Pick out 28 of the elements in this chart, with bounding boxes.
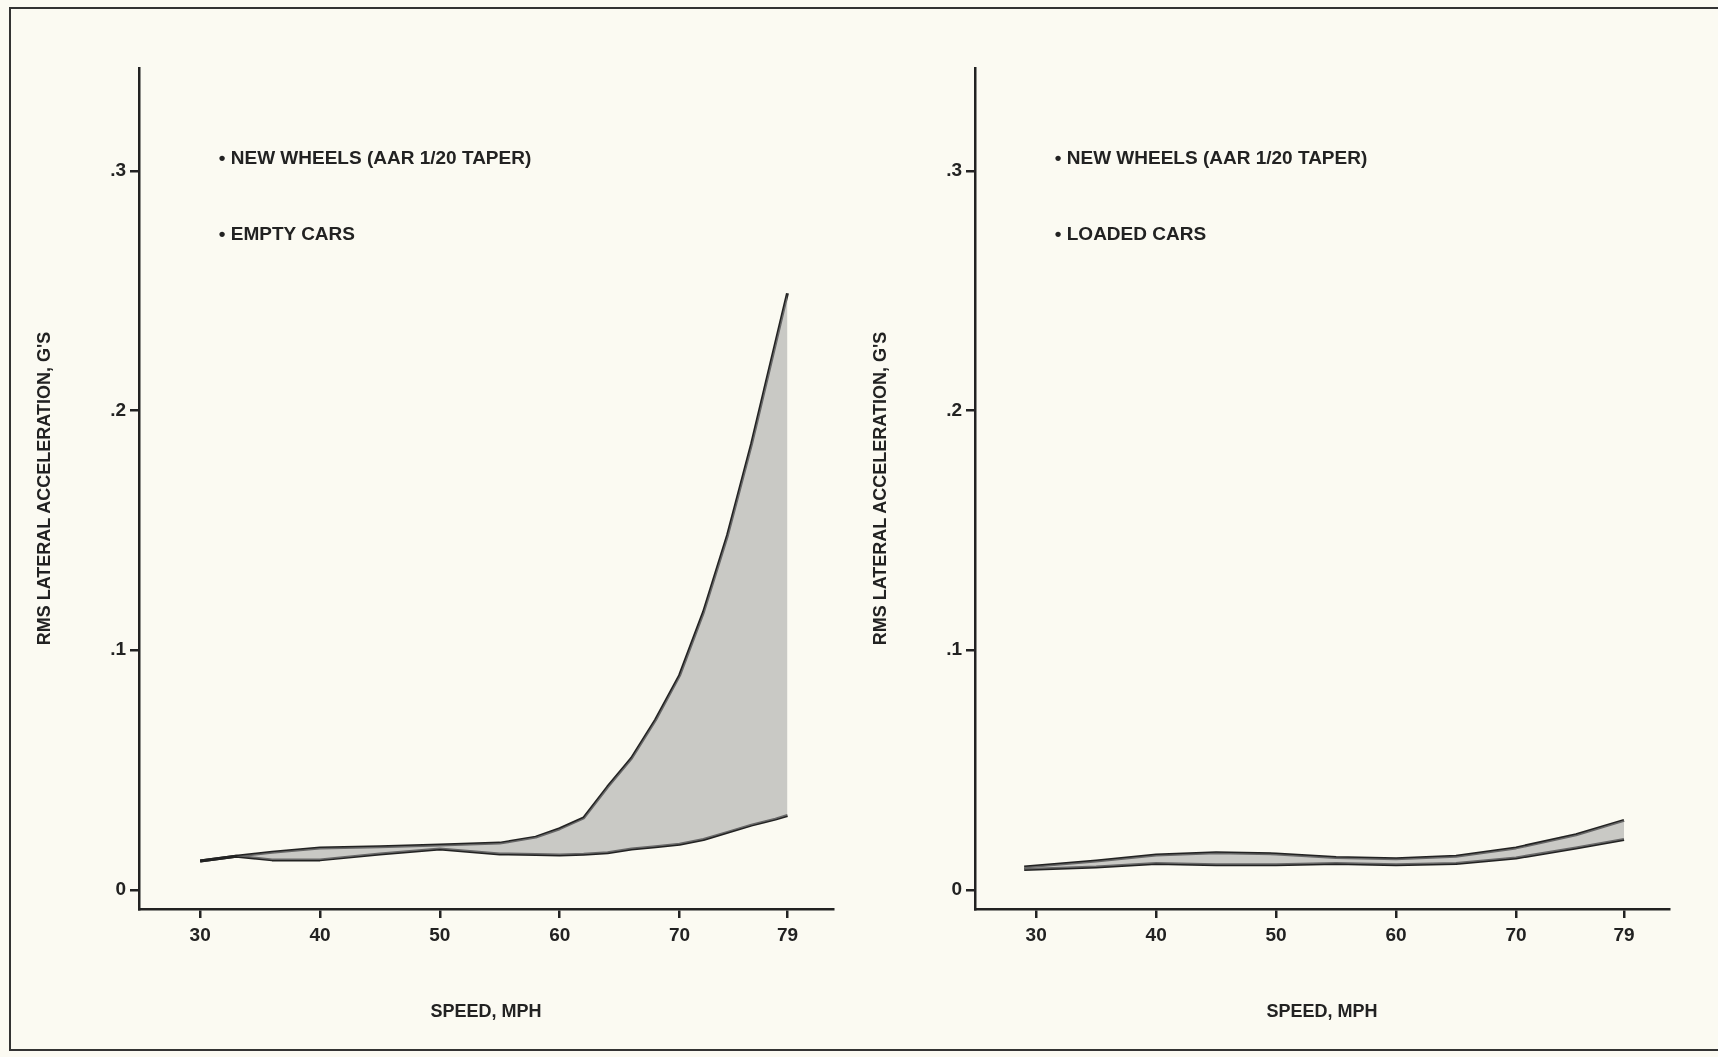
x-tick-label: 30 <box>1025 923 1047 945</box>
y-tick-label: .3 <box>110 159 126 181</box>
y-tick-label: .1 <box>946 638 963 660</box>
y-tick-label: .2 <box>110 398 126 420</box>
x-tick-label: 60 <box>549 923 571 945</box>
y-tick-label: .2 <box>946 398 962 420</box>
x-axis-title: SPEED, MPH <box>430 1001 542 1022</box>
x-tick-label: 79 <box>1613 923 1635 945</box>
annotation: • NEW WHEELS (AAR 1/20 TAPER) <box>218 147 532 169</box>
x-tick-label: 40 <box>309 923 331 945</box>
y-tick-label: 0 <box>951 878 962 900</box>
x-tick-label: 79 <box>776 923 799 945</box>
y-tick-label: .3 <box>946 159 962 181</box>
x-tick-label: 60 <box>1385 923 1407 945</box>
x-tick-label: 70 <box>1505 923 1527 945</box>
x-tick-label: 70 <box>669 923 691 945</box>
y-tick-label: .1 <box>110 638 127 660</box>
y-axis-title: RMS LATERAL ACCELERATION, G'S <box>33 331 54 646</box>
y-tick-label: 0 <box>115 878 126 900</box>
x-tick-label: 40 <box>1145 923 1167 945</box>
x-tick-label: 50 <box>1265 923 1287 945</box>
annotation: • EMPTY CARS <box>218 223 355 245</box>
y-axis-title: RMS LATERAL ACCELERATION, G'S <box>869 331 890 646</box>
x-tick-label: 30 <box>189 923 211 945</box>
annotation: • LOADED CARS <box>1054 223 1207 245</box>
x-axis-title: SPEED, MPH <box>1266 1001 1378 1022</box>
x-tick-label: 50 <box>429 923 451 945</box>
annotation: • NEW WHEELS (AAR 1/20 TAPER) <box>1054 147 1368 169</box>
